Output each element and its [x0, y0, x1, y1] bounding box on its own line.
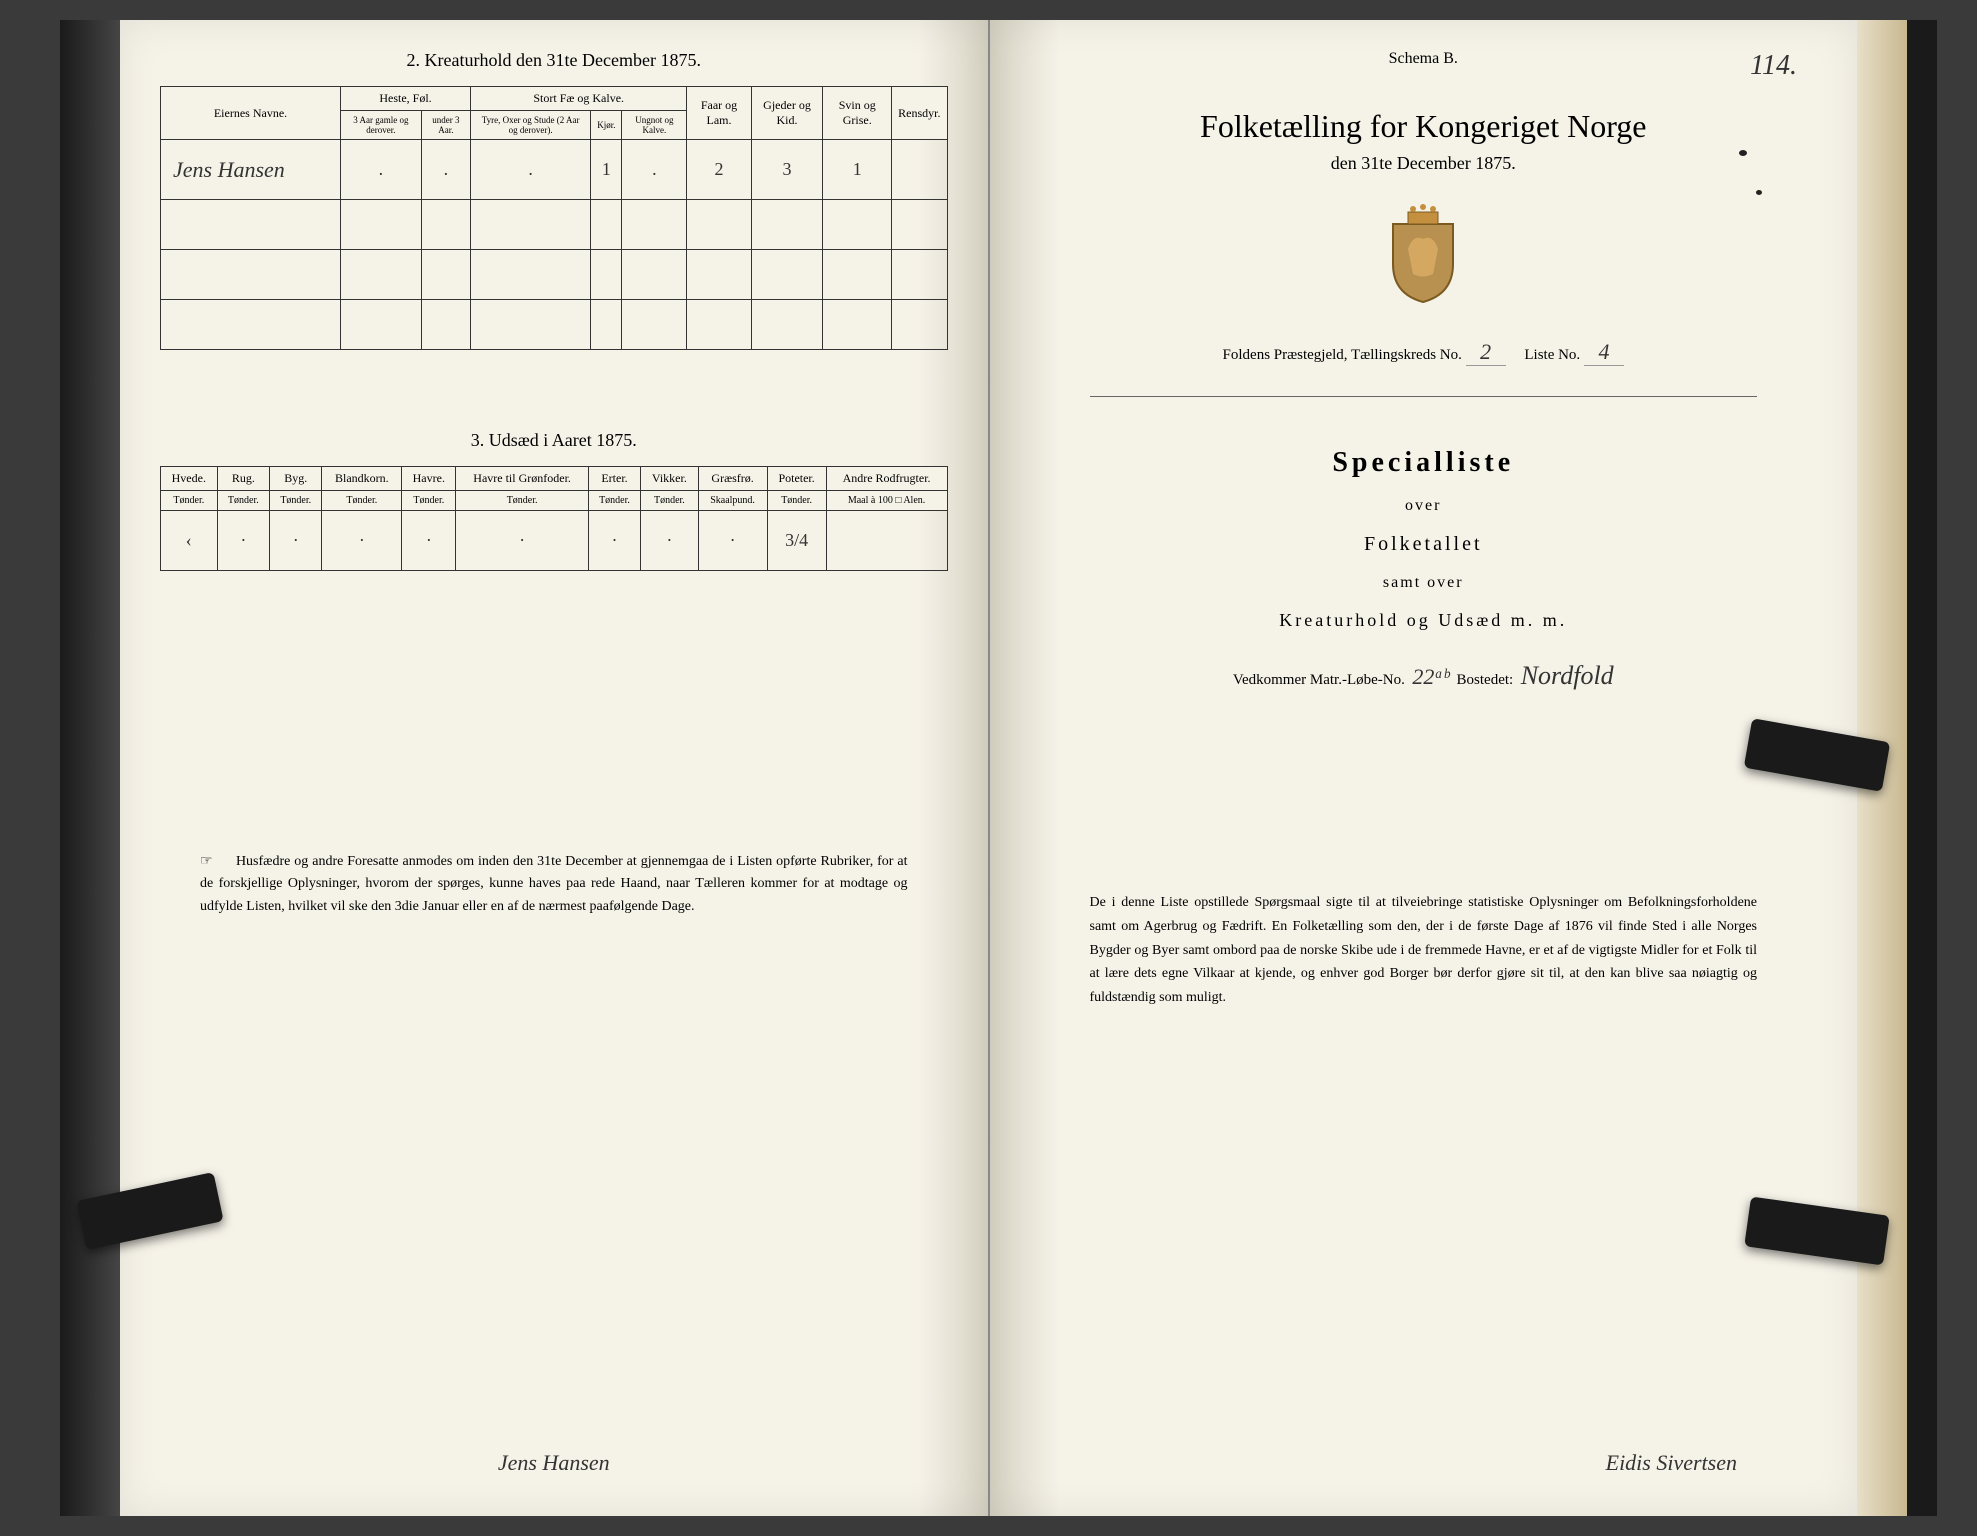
- cell-other: [826, 511, 947, 571]
- schema-label: Schema B.: [1030, 50, 1818, 68]
- footer-text: Husfædre og andre Foresatte anmodes om i…: [200, 854, 908, 914]
- col-sheep: Faar og Lam.: [687, 87, 751, 140]
- cell-reindeer: [892, 140, 947, 200]
- kreaturhold-label: Kreaturhold og Udsæd m. m.: [1030, 610, 1818, 631]
- coat-of-arms-icon: [1030, 204, 1818, 309]
- cell-grass: ·: [698, 511, 767, 571]
- table-row: [161, 250, 948, 300]
- signature-right: Eidis Sivertsen: [1606, 1450, 1737, 1476]
- table-row: ‹ · · · · · · · · 3/4: [161, 511, 948, 571]
- list-label: Liste No.: [1524, 347, 1580, 363]
- ink-blot: [1739, 150, 1747, 156]
- col-peas: Erter.: [588, 467, 640, 491]
- divider: [1090, 396, 1758, 397]
- district-line: Foldens Præstegjeld, Tællingskreds No. 2…: [1030, 339, 1818, 366]
- livestock-table: Eiernes Navne. Heste, Føl. Stort Fæ og K…: [160, 86, 948, 350]
- col-other: Andre Rodfrugter.: [826, 467, 947, 491]
- col-mixed: Blandkorn.: [322, 467, 402, 491]
- cell-barley: ·: [270, 511, 322, 571]
- col-wheat: Hvede.: [161, 467, 218, 491]
- samt-label: samt over: [1030, 574, 1818, 592]
- table-row: [161, 300, 948, 350]
- subtitle: den 31te December 1875.: [1030, 153, 1818, 174]
- footer-note: ☞ Husfædre og andre Foresatte anmodes om…: [160, 851, 948, 918]
- cell-h2: .: [421, 140, 470, 200]
- unit: Tønder.: [217, 491, 269, 511]
- unit: Tønder.: [767, 491, 826, 511]
- table-row: Jens Hansen . . . 1 . 2 3 1: [161, 140, 948, 200]
- cell-wheat: ‹: [161, 511, 218, 571]
- district-prefix: Foldens Præstegjeld, Tællingskreds No.: [1223, 347, 1462, 363]
- pointing-hand-icon: ☞: [200, 851, 224, 873]
- section2-title: 2. Kreaturhold den 31te December 1875.: [160, 50, 948, 71]
- page-number: 114.: [1750, 50, 1797, 82]
- cell-h1: .: [341, 140, 422, 200]
- vedkommer-prefix: Vedkommer Matr.-Løbe-No.: [1233, 672, 1405, 688]
- col-oats: Havre.: [402, 467, 456, 491]
- col-vetches: Vikker.: [641, 467, 698, 491]
- cell-potato: 3/4: [767, 511, 826, 571]
- col-owner: Eiernes Navne.: [161, 87, 341, 140]
- cell-pigs: 1: [823, 140, 892, 200]
- col-oatsf: Havre til Grønfoder.: [456, 467, 588, 491]
- cell-sheep: 2: [687, 140, 751, 200]
- section3-title: 3. Udsæd i Aaret 1875.: [160, 430, 948, 451]
- cell-c1: .: [471, 140, 591, 200]
- col-barley: Byg.: [270, 467, 322, 491]
- col-horses2: under 3 Aar.: [421, 111, 470, 140]
- list-no: 4: [1584, 339, 1624, 366]
- cell-mixed: ·: [322, 511, 402, 571]
- unit-other: Maal à 100 □ Alen.: [826, 491, 947, 511]
- unit: Tønder.: [270, 491, 322, 511]
- unit: Tønder.: [641, 491, 698, 511]
- cell-c3: .: [622, 140, 687, 200]
- cell-goats: 3: [751, 140, 823, 200]
- col-cattle2: Kjør.: [591, 111, 622, 140]
- left-page: 2. Kreaturhold den 31te December 1875. E…: [120, 20, 990, 1516]
- left-binding: [60, 20, 120, 1516]
- district-no: 2: [1466, 339, 1506, 366]
- right-paragraph: De i denne Liste opstillede Spørgsmaal s…: [1030, 891, 1818, 1010]
- cell-oats: ·: [402, 511, 456, 571]
- folketallet-label: Folketallet: [1030, 533, 1818, 556]
- cell-owner: Jens Hansen: [161, 140, 341, 200]
- ink-blot: [1756, 190, 1762, 195]
- unit: Tønder.: [588, 491, 640, 511]
- unit: Tønder.: [402, 491, 456, 511]
- col-pigs: Svin og Grise.: [823, 87, 892, 140]
- unit: Tønder.: [456, 491, 588, 511]
- main-title: Folketælling for Kongeriget Norge: [1030, 108, 1818, 145]
- cell-rye: ·: [217, 511, 269, 571]
- cell-peas: ·: [588, 511, 640, 571]
- unit: Tønder.: [322, 491, 402, 511]
- col-potato: Poteter.: [767, 467, 826, 491]
- cell-c2: 1: [591, 140, 622, 200]
- bosted-label: Bostedet:: [1457, 672, 1514, 688]
- right-binding: [1907, 20, 1937, 1516]
- right-page: Schema B. 114. Folketælling for Kongerig…: [990, 20, 1858, 1516]
- unit: Tønder.: [161, 491, 218, 511]
- col-grass: Græsfrø.: [698, 467, 767, 491]
- col-goats: Gjeder og Kid.: [751, 87, 823, 140]
- book-spread: 2. Kreaturhold den 31te December 1875. E…: [60, 20, 1937, 1516]
- unit-grass: Skaalpund.: [698, 491, 767, 511]
- signature-left: Jens Hansen: [498, 1450, 610, 1476]
- col-cattle1: Tyre, Oxer og Stude (2 Aar og derover).: [471, 111, 591, 140]
- col-horses1: 3 Aar gamle og derover.: [341, 111, 422, 140]
- special-title: Specialliste: [1030, 447, 1818, 479]
- bosted-value: Nordfold: [1521, 661, 1614, 690]
- cell-vetches: ·: [641, 511, 698, 571]
- matr-no: 22ᵃᵇ: [1412, 664, 1449, 689]
- col-cattle: Stort Fæ og Kalve.: [471, 87, 687, 111]
- col-cattle3: Ungnot og Kalve.: [622, 111, 687, 140]
- table-row: [161, 200, 948, 250]
- vedkommer-line: Vedkommer Matr.-Løbe-No. 22ᵃᵇ Bostedet: …: [1030, 661, 1818, 691]
- col-reindeer: Rensdyr.: [892, 87, 947, 140]
- sowing-table: Hvede. Rug. Byg. Blandkorn. Havre. Havre…: [160, 466, 948, 571]
- over-label: over: [1030, 497, 1818, 515]
- cell-oatsf: ·: [456, 511, 588, 571]
- col-horses: Heste, Føl.: [341, 87, 471, 111]
- col-rye: Rug.: [217, 467, 269, 491]
